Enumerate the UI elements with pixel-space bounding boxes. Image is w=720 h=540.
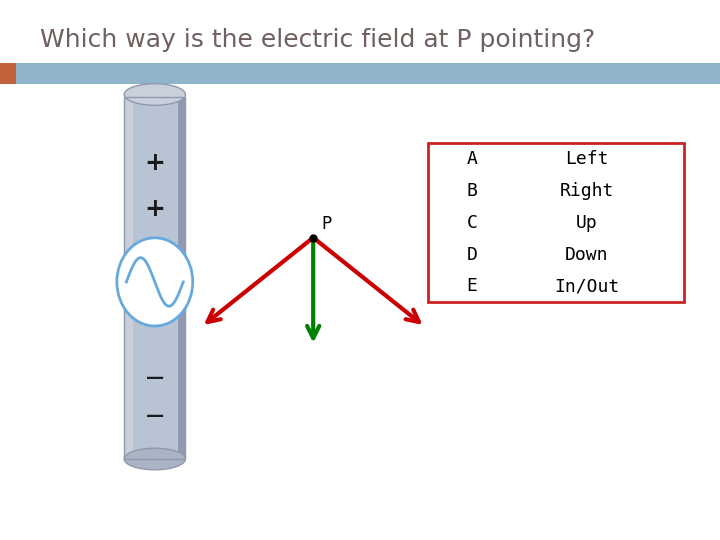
Text: In/Out: In/Out xyxy=(554,278,619,295)
Text: C: C xyxy=(467,214,477,232)
Bar xyxy=(124,97,186,459)
Text: P: P xyxy=(322,215,332,233)
Text: B: B xyxy=(467,182,477,200)
Ellipse shape xyxy=(125,448,186,470)
Text: Which way is the electric field at P pointing?: Which way is the electric field at P poi… xyxy=(40,29,595,52)
Text: Right: Right xyxy=(559,182,614,200)
Bar xyxy=(0,63,720,84)
Text: Left: Left xyxy=(565,150,608,168)
Text: +: + xyxy=(145,197,165,221)
Bar xyxy=(124,97,186,459)
Bar xyxy=(0,63,16,84)
Text: A: A xyxy=(467,150,477,168)
Text: +: + xyxy=(145,151,165,175)
Bar xyxy=(124,97,133,459)
Text: Down: Down xyxy=(565,246,608,264)
Text: D: D xyxy=(467,246,477,264)
Text: Up: Up xyxy=(576,214,598,232)
Text: —: — xyxy=(145,407,164,425)
Ellipse shape xyxy=(125,84,186,105)
Ellipse shape xyxy=(117,238,193,326)
Text: —: — xyxy=(145,369,164,387)
Text: E: E xyxy=(467,278,477,295)
Bar xyxy=(178,97,186,459)
Bar xyxy=(428,143,684,302)
